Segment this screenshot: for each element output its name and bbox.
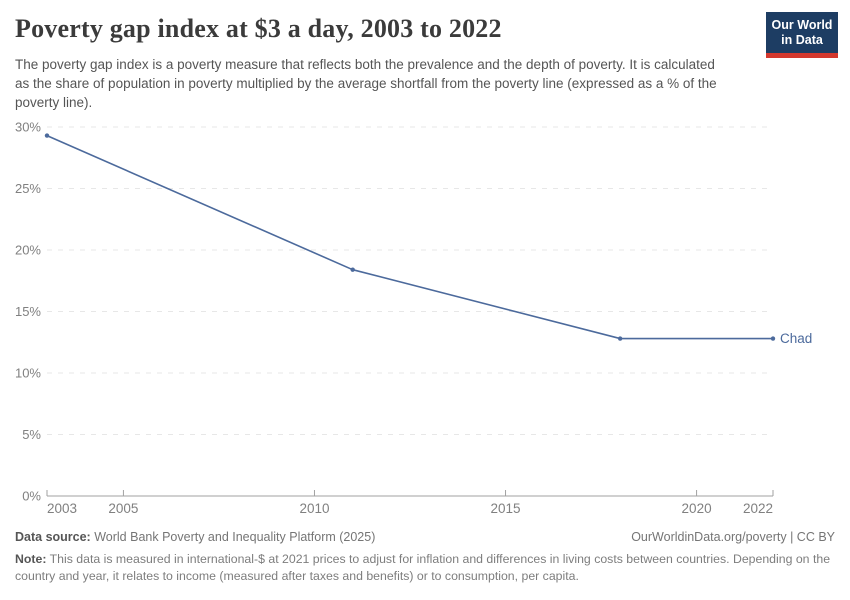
data-point-chad-2003	[44, 133, 50, 138]
data-point-chad-2011	[350, 267, 355, 272]
x-tick-label-2010: 2010	[299, 501, 329, 516]
chart-footer: Data source: World Bank Poverty and Ineq…	[15, 530, 835, 584]
y-tick-label-0: 0%	[22, 489, 41, 504]
owid-logo: Our World in Data	[766, 12, 838, 58]
x-tick-label-2020: 2020	[682, 501, 712, 516]
x-tick-label-2005: 2005	[108, 501, 138, 516]
note-text: This data is measured in international-$…	[15, 552, 831, 583]
y-tick-label-5: 5%	[22, 427, 41, 442]
entity-label-chad: Chad	[780, 331, 812, 346]
y-tick-label-15: 15%	[15, 304, 41, 319]
data-point-chad-2022	[770, 336, 776, 341]
data-source-text: World Bank Poverty and Inequality Platfo…	[94, 530, 376, 544]
chart-subtitle: The poverty gap index is a poverty measu…	[15, 57, 717, 110]
x-tick-label-2015: 2015	[491, 501, 521, 516]
data-source: Data source: World Bank Poverty and Ineq…	[15, 530, 375, 544]
y-tick-label-20: 20%	[15, 243, 41, 258]
data-point-chad-2018	[617, 336, 623, 341]
owid-logo-line2: in Data	[781, 33, 823, 47]
series-line-chad	[46, 134, 774, 340]
x-tick-label-2022: 2022	[743, 501, 773, 516]
x-tick-label-2003: 2003	[47, 501, 77, 516]
chart-note: Note: This data is measured in internati…	[15, 551, 835, 584]
chart-title: Poverty gap index at $3 a day, 2003 to 2…	[15, 14, 502, 43]
attribution: OurWorldinData.org/poverty | CC BY	[631, 530, 835, 544]
owid-logo-line1: Our World	[771, 18, 833, 32]
y-tick-label-25: 25%	[15, 181, 41, 196]
data-source-label: Data source:	[15, 530, 91, 544]
y-tick-label-10: 10%	[15, 366, 41, 381]
y-tick-label-30: 30%	[15, 120, 41, 135]
note-label: Note:	[15, 552, 47, 566]
